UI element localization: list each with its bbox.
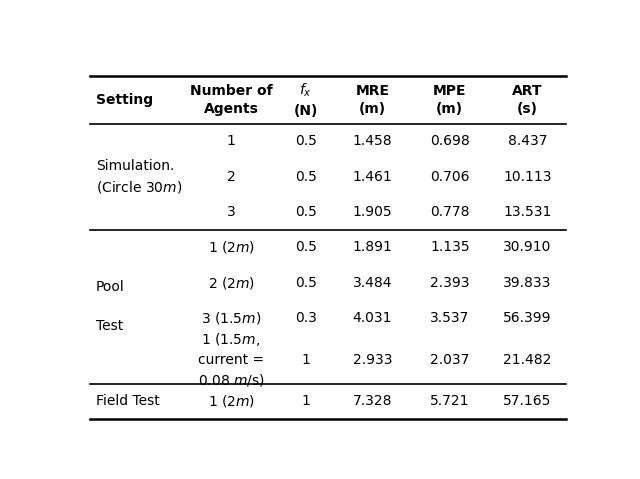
Text: 13.531: 13.531	[503, 205, 552, 219]
Text: 1: 1	[227, 135, 236, 148]
Text: 57.165: 57.165	[503, 394, 552, 408]
Text: 3: 3	[227, 205, 236, 219]
Text: 1 (1.5$m$,
current =
0.08 $m$/s): 1 (1.5$m$, current = 0.08 $m$/s)	[198, 331, 264, 388]
Text: $f_x$
(N): $f_x$ (N)	[294, 82, 318, 118]
Text: 0.5: 0.5	[295, 276, 317, 290]
Text: 0.5: 0.5	[295, 240, 317, 254]
Text: Setting: Setting	[96, 93, 153, 107]
Text: 2 (2$m$): 2 (2$m$)	[207, 275, 255, 291]
Text: 0.3: 0.3	[295, 311, 317, 325]
Text: 0.706: 0.706	[430, 170, 470, 184]
Text: MRE
(m): MRE (m)	[355, 84, 389, 116]
Text: 2.037: 2.037	[430, 353, 470, 367]
Text: 1 (2$m$): 1 (2$m$)	[207, 393, 255, 409]
Text: 3.484: 3.484	[353, 276, 392, 290]
Text: 2.393: 2.393	[430, 276, 470, 290]
Text: 0.778: 0.778	[430, 205, 470, 219]
Text: 2.933: 2.933	[353, 353, 392, 367]
Text: 1.458: 1.458	[353, 135, 392, 148]
Text: 21.482: 21.482	[503, 353, 552, 367]
Text: 1: 1	[301, 394, 310, 408]
Text: 10.113: 10.113	[503, 170, 552, 184]
Text: 56.399: 56.399	[503, 311, 552, 325]
Text: Number of
Agents: Number of Agents	[190, 84, 273, 116]
Text: ART
(s): ART (s)	[512, 84, 543, 116]
Text: 1 (2$m$): 1 (2$m$)	[207, 240, 255, 255]
Text: MPE
(m): MPE (m)	[433, 84, 467, 116]
Text: 0.5: 0.5	[295, 135, 317, 148]
Text: Field Test: Field Test	[96, 394, 159, 408]
Text: Simulation.
(Circle 30$m$): Simulation. (Circle 30$m$)	[96, 159, 182, 195]
Text: 7.328: 7.328	[353, 394, 392, 408]
Text: 4.031: 4.031	[353, 311, 392, 325]
Text: 1.135: 1.135	[430, 240, 470, 254]
Text: 3 (1.5$m$): 3 (1.5$m$)	[201, 310, 261, 326]
Text: 1.905: 1.905	[353, 205, 392, 219]
Text: 0.698: 0.698	[430, 135, 470, 148]
Text: 1.891: 1.891	[353, 240, 392, 254]
Text: 39.833: 39.833	[503, 276, 552, 290]
Text: 30.910: 30.910	[503, 240, 552, 254]
Text: Pool

Test: Pool Test	[96, 280, 125, 333]
Text: 0.5: 0.5	[295, 205, 317, 219]
Text: 5.721: 5.721	[430, 394, 470, 408]
Text: 1: 1	[301, 353, 310, 367]
Text: 3.537: 3.537	[430, 311, 470, 325]
Text: 1.461: 1.461	[353, 170, 392, 184]
Text: 2: 2	[227, 170, 236, 184]
Text: 8.437: 8.437	[508, 135, 547, 148]
Text: 0.5: 0.5	[295, 170, 317, 184]
